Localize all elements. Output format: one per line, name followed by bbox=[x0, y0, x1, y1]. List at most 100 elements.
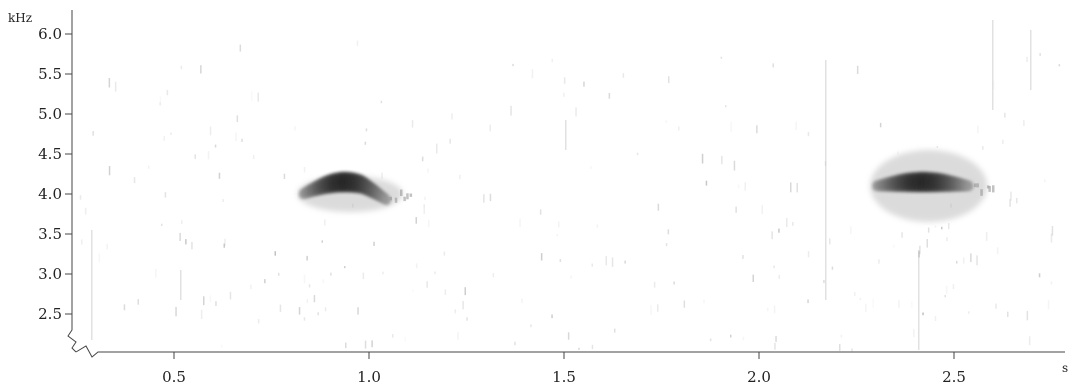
noise-streak bbox=[992, 20, 994, 110]
noise-speck bbox=[725, 105, 727, 108]
call-core-blob bbox=[965, 181, 974, 191]
x-ticks: 0.5 1.0 1.5 2.0 2.5 bbox=[162, 352, 966, 386]
noise-speck bbox=[1004, 112, 1006, 118]
noise-speck bbox=[236, 115, 239, 123]
noise-speck bbox=[570, 275, 572, 279]
call-tail-speck bbox=[986, 185, 990, 189]
noise-speck bbox=[927, 227, 930, 233]
noise-speck bbox=[563, 77, 566, 84]
noise-speck bbox=[956, 260, 958, 264]
noise-speck bbox=[252, 154, 255, 160]
noise-speck bbox=[653, 281, 656, 288]
noise-speck bbox=[519, 218, 521, 228]
noise-speck bbox=[215, 301, 217, 306]
noise-speck bbox=[454, 309, 456, 315]
noise-speck bbox=[790, 182, 792, 193]
call-tail-speck bbox=[400, 189, 403, 196]
noise-speck bbox=[897, 151, 899, 155]
noise-speck bbox=[207, 151, 210, 160]
noise-speck bbox=[489, 193, 492, 202]
noise-speck bbox=[673, 281, 675, 285]
noise-speck bbox=[257, 319, 260, 324]
noise-speck bbox=[428, 219, 430, 228]
noise-speck bbox=[879, 122, 882, 128]
noise-speck bbox=[81, 239, 83, 245]
noise-speck bbox=[992, 80, 995, 90]
noise-speck bbox=[898, 300, 900, 308]
noise-speck bbox=[443, 251, 446, 256]
noise-speck bbox=[483, 194, 485, 203]
noise-speck bbox=[1047, 300, 1050, 310]
call-tail-speck bbox=[394, 197, 398, 203]
noise-speck bbox=[563, 92, 565, 97]
noise-speck bbox=[209, 295, 212, 303]
call-tail-speck bbox=[403, 196, 406, 202]
noise-speck bbox=[170, 132, 172, 135]
noise-speck bbox=[752, 274, 754, 282]
noise-speck bbox=[667, 229, 670, 235]
noise-speck bbox=[235, 132, 237, 142]
noise-speck bbox=[775, 336, 777, 342]
noise-speck bbox=[703, 299, 705, 304]
noise-speck bbox=[807, 299, 809, 304]
noise-speck bbox=[424, 196, 426, 200]
noise-speck bbox=[944, 294, 946, 298]
noise-speck bbox=[946, 237, 948, 242]
noise-speck bbox=[551, 314, 553, 319]
noise-speck bbox=[771, 231, 773, 240]
y-axis-line bbox=[67, 10, 77, 353]
noise-speck bbox=[449, 138, 451, 144]
noise-speck bbox=[1010, 191, 1012, 201]
noise-speck bbox=[294, 126, 296, 131]
noise-speck bbox=[792, 222, 794, 226]
noise-speck bbox=[735, 206, 737, 213]
noise-speck bbox=[257, 92, 259, 102]
noise-speck bbox=[922, 312, 924, 316]
noise-speck bbox=[365, 128, 368, 132]
noise-speck bbox=[941, 226, 943, 230]
noise-speck bbox=[539, 209, 542, 215]
noise-speck bbox=[807, 251, 810, 258]
noise-speck bbox=[678, 126, 680, 131]
axes bbox=[67, 10, 1065, 358]
noise-speck bbox=[851, 348, 853, 352]
noise-speck bbox=[567, 332, 570, 340]
noise-speck bbox=[913, 328, 915, 338]
noise-speck bbox=[308, 284, 311, 288]
spectrogram-calls bbox=[297, 150, 995, 222]
noise-speck bbox=[279, 304, 282, 312]
noise-speck bbox=[650, 305, 652, 315]
noise-streak bbox=[1030, 30, 1032, 90]
noise-speck bbox=[1044, 179, 1046, 183]
noise-speck bbox=[668, 76, 670, 84]
call-tail-speck bbox=[980, 189, 983, 196]
y-tick-label: 2.5 bbox=[38, 305, 62, 323]
noise-speck bbox=[1050, 281, 1053, 285]
noise-speck bbox=[730, 334, 732, 338]
noise-speck bbox=[705, 180, 708, 186]
noise-speck bbox=[730, 121, 732, 132]
noise-speck bbox=[590, 166, 592, 169]
noise-speck bbox=[774, 342, 776, 350]
call-tail-speck bbox=[409, 193, 413, 197]
noise-speck bbox=[856, 65, 859, 74]
noise-speck bbox=[556, 234, 558, 237]
noise-speck bbox=[963, 257, 965, 264]
noise-speck bbox=[583, 81, 585, 87]
noise-speck bbox=[191, 242, 193, 250]
noise-speck bbox=[464, 287, 466, 296]
noise-speck bbox=[982, 146, 984, 150]
noise-speck bbox=[829, 238, 831, 245]
noise-speck bbox=[934, 225, 937, 228]
noise-speck bbox=[404, 336, 406, 342]
noise-speck bbox=[222, 199, 224, 202]
noise-speck bbox=[457, 332, 459, 340]
noise-speck bbox=[84, 207, 87, 215]
noise-speck bbox=[919, 245, 921, 255]
noise-speck bbox=[761, 205, 763, 215]
noise-speck bbox=[778, 274, 780, 279]
noise-speck bbox=[854, 291, 856, 297]
noise-speck bbox=[551, 58, 553, 63]
noise-speck bbox=[241, 138, 243, 142]
